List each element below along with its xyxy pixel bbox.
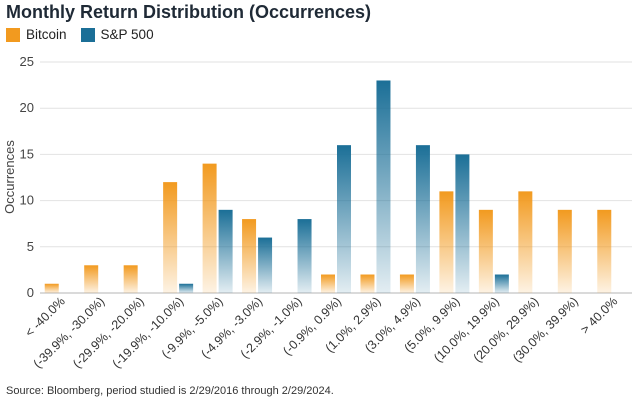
x-tick-label: (-39.9%, -30.0%) (31, 294, 108, 371)
x-axis-ticks: < -40.0%(-39.9%, -30.0%)(-29.9%, -20.0%)… (22, 294, 620, 371)
grid-lines (40, 61, 632, 294)
y-tick-label: 0 (27, 285, 34, 300)
legend-label-bitcoin: Bitcoin (26, 27, 67, 42)
legend-item-sp500: S&P 500 (80, 27, 154, 42)
source-note: Source: Bloomberg, period studied is 2/2… (6, 385, 334, 397)
bar-sp500-10 (455, 154, 470, 293)
y-tick-label: 25 (20, 54, 34, 69)
y-tick-label: 15 (20, 146, 34, 161)
legend: Bitcoin S&P 500 (6, 27, 154, 42)
bar-sp500-5 (258, 237, 273, 293)
bar-bitcoin-14 (597, 209, 612, 293)
bar-bitcoin-0 (44, 283, 59, 293)
x-tick-label: (-29.9%, -20.0%) (70, 294, 147, 371)
bar-sp500-6 (297, 219, 312, 293)
y-tick-label: 20 (20, 100, 34, 115)
bar-bitcoin-8 (360, 274, 375, 293)
bar-sp500-3 (179, 283, 194, 293)
bar-bitcoin-1 (84, 265, 99, 293)
bar-sp500-4 (218, 209, 233, 293)
bar-bitcoin-4 (202, 163, 217, 293)
x-tick-label: (-19.9%, -10.0%) (110, 294, 187, 371)
legend-label-sp500: S&P 500 (100, 27, 154, 42)
bar-bitcoin-9 (399, 274, 414, 293)
bar-bitcoin-3 (163, 182, 178, 293)
bar-sp500-7 (337, 145, 351, 293)
legend-item-bitcoin: Bitcoin (6, 27, 67, 42)
y-tick-label: 10 (20, 193, 34, 208)
chart-title: Monthly Return Distribution (Occurrences… (6, 2, 372, 22)
bar-bitcoin-11 (478, 209, 493, 293)
y-axis-title: Occurrences (2, 140, 17, 214)
bars (44, 80, 612, 293)
legend-swatch-sp500 (80, 27, 95, 42)
bar-bitcoin-10 (439, 191, 454, 293)
bar-bitcoin-5 (242, 219, 257, 293)
legend-swatch-bitcoin (6, 27, 20, 42)
bar-sp500-11 (494, 274, 509, 293)
bar-sp500-9 (415, 145, 430, 293)
x-tick-label: > 40.0% (578, 294, 621, 337)
y-tick-label: 5 (27, 239, 34, 254)
bar-bitcoin-2 (123, 265, 138, 293)
bar-bitcoin-12 (518, 191, 533, 293)
bar-bitcoin-13 (557, 209, 572, 293)
bar-bitcoin-7 (321, 274, 335, 293)
y-axis-ticks: 0 5 10 15 20 25 (20, 54, 34, 300)
bar-sp500-8 (376, 80, 391, 293)
